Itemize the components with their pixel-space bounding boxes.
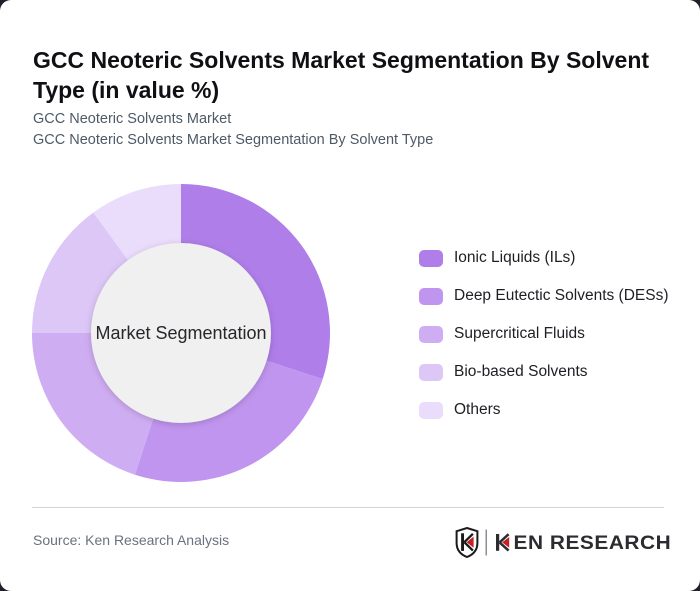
legend-swatch-bio-based-solvents — [419, 363, 443, 381]
footer-divider — [32, 507, 664, 508]
legend-swatch-others — [419, 401, 443, 419]
legend-label: Deep Eutectic Solvents (DESs) — [454, 287, 669, 304]
legend-item-deep-eutectic-solvents-dess: Deep Eutectic Solvents (DESs) — [419, 277, 669, 315]
page-title: GCC Neoteric Solvents Market Segmentatio… — [33, 47, 650, 104]
legend-label: Others — [454, 401, 501, 418]
logo-wordmark-k — [496, 533, 510, 552]
subtitle-line-2: GCC Neoteric Solvents Market Segmentatio… — [33, 132, 434, 148]
ken-research-shield-icon — [455, 526, 479, 559]
chart-legend: Ionic Liquids (ILs) Deep Eutectic Solvent… — [419, 239, 669, 429]
logo-separator — [485, 529, 487, 556]
legend-item-ionic-liquids-ils: Ionic Liquids (ILs) — [419, 239, 669, 277]
donut-center-label: Market Segmentation — [95, 323, 267, 343]
legend-item-bio-based-solvents: Bio-based Solvents — [419, 353, 669, 391]
legend-label: Bio-based Solvents — [454, 363, 588, 380]
source-text: Source: Ken Research Analysis — [33, 532, 230, 548]
subtitle-line-1: GCC Neoteric Solvents Market — [33, 111, 232, 127]
donut-hole — [91, 243, 271, 423]
legend-item-supercritical-fluids: Supercritical Fluids — [419, 315, 669, 353]
legend-swatch-supercritical-fluids — [419, 325, 443, 343]
donut-chart — [32, 184, 331, 483]
legend-item-others: Others — [419, 391, 669, 429]
legend-label: Ionic Liquids (ILs) — [454, 249, 576, 266]
ken-research-logo-graphic: EN RESEARCH — [455, 526, 671, 559]
ken-research-logo: EN RESEARCH — [455, 526, 671, 559]
legend-swatch-ionic-liquids-ils — [419, 249, 443, 267]
logo-wordmark-text: EN RESEARCH — [514, 533, 671, 554]
subtitle-block: GCC Neoteric Solvents Market GCC Neoteri… — [33, 109, 433, 151]
legend-swatch-deep-eutectic-solvents-dess — [419, 287, 443, 305]
legend-label: Supercritical Fluids — [454, 325, 585, 342]
